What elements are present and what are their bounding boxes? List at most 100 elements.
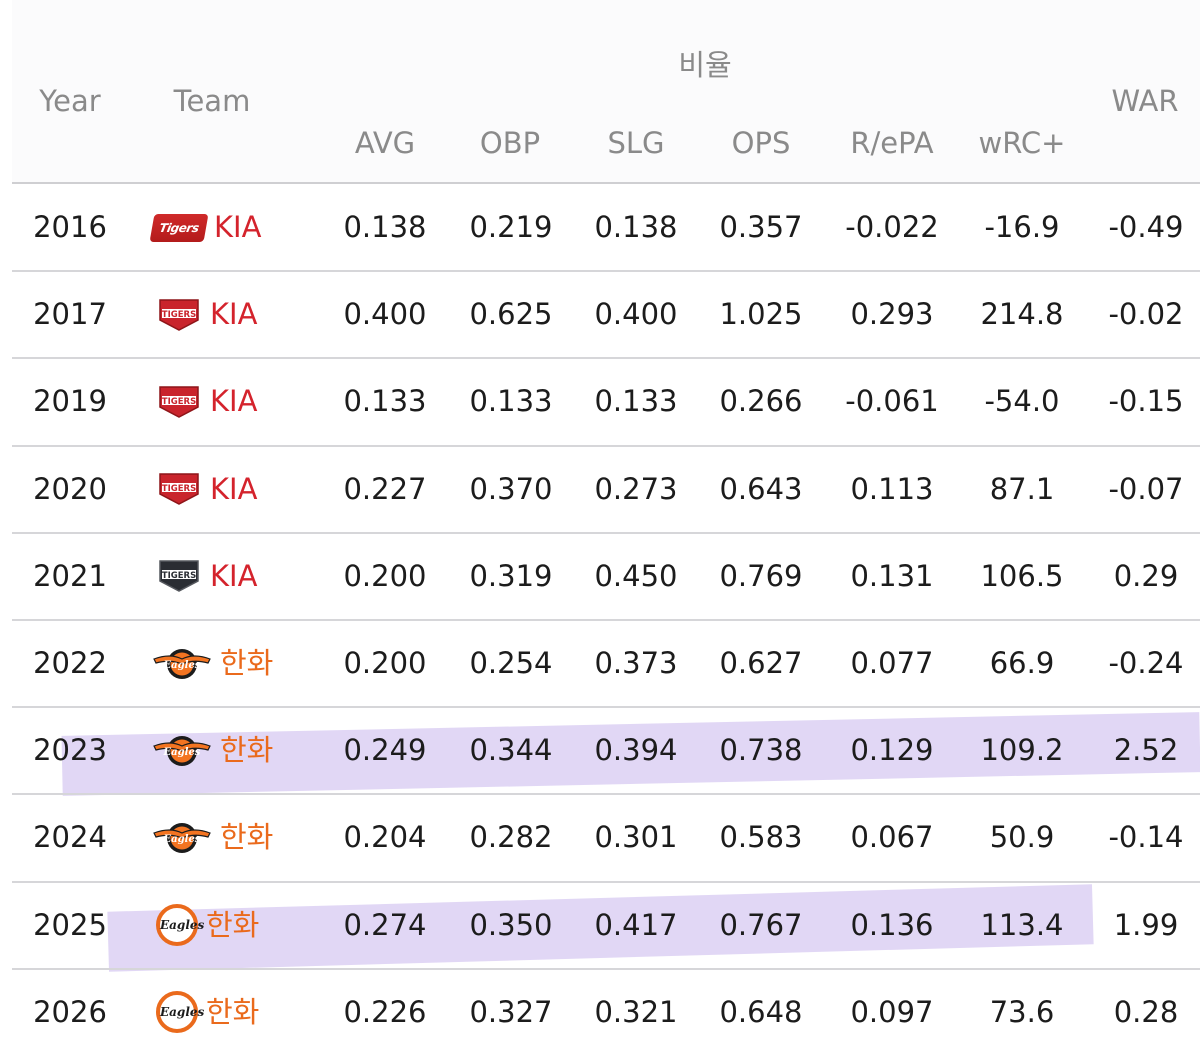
team-cell: Eagles 한화 — [156, 969, 259, 1056]
repa-cell: 0.293 — [850, 297, 934, 332]
header-avg: AVG — [354, 126, 416, 160]
war-cell: 2.52 — [1113, 733, 1179, 768]
wrc-cell: 87.1 — [989, 471, 1055, 506]
avg-cell: 0.227 — [343, 471, 427, 506]
war-cell: 1.99 — [1113, 907, 1179, 942]
table-header — [12, 0, 1200, 183]
ops-cell: 0.769 — [719, 558, 803, 593]
slg-cell: 0.138 — [594, 210, 678, 244]
avg-cell: 0.400 — [343, 297, 427, 332]
team-name: KIA — [210, 297, 258, 332]
row-divider — [12, 444, 1200, 447]
slg-cell: 0.450 — [594, 558, 678, 593]
row-divider — [12, 793, 1200, 796]
eagles-wing-icon: Eagles — [152, 647, 212, 681]
slg-cell: 0.321 — [594, 994, 678, 1029]
avg-cell: 0.200 — [343, 558, 427, 593]
avg-cell: 0.249 — [343, 733, 427, 768]
header-divider — [12, 182, 1200, 184]
ops-cell: 0.583 — [719, 820, 803, 855]
header-wrc: wRC+ — [978, 126, 1066, 160]
team-name: 한화 — [220, 733, 274, 768]
year-cell: 2025 — [33, 907, 107, 942]
obp-cell: 0.370 — [469, 471, 553, 506]
eagles-wing-icon: Eagles — [152, 821, 212, 855]
wrc-cell: 73.6 — [989, 994, 1055, 1029]
repa-cell: 0.136 — [850, 907, 934, 942]
war-cell: -0.49 — [1108, 210, 1184, 244]
table-row: 2022 Eagles 한화 0.200 0.254 0.373 0.627 0.077 66.… — [0, 620, 1200, 707]
header-obp: OBP — [479, 126, 541, 160]
obp-cell: 0.319 — [469, 558, 553, 593]
year-cell: 2020 — [33, 471, 107, 506]
svg-text:TIGERS: TIGERS — [162, 310, 196, 320]
obp-cell: 0.219 — [469, 210, 553, 244]
team-cell: Tigers KIA — [149, 184, 262, 271]
repa-cell: 0.131 — [850, 558, 934, 593]
header-ops: OPS — [731, 126, 791, 160]
row-divider — [12, 967, 1200, 970]
header-war: WAR — [1111, 84, 1179, 118]
war-cell: -0.15 — [1108, 384, 1184, 419]
slg-cell: 0.373 — [594, 646, 678, 680]
repa-cell: 0.067 — [850, 820, 934, 855]
repa-cell: -0.022 — [845, 210, 939, 244]
header-team: Team — [173, 84, 251, 118]
table-row: 2026 Eagles 한화 0.226 0.327 0.321 0.648 0.097 73.… — [0, 969, 1200, 1056]
row-divider — [12, 880, 1200, 883]
obp-cell: 0.350 — [469, 907, 553, 942]
table-row: 2023 Eagles 한화 0.249 0.344 0.394 0.738 0.129 109… — [0, 707, 1200, 794]
slg-cell: 0.273 — [594, 471, 678, 506]
eagles-circle-icon: Eagles — [156, 904, 204, 947]
war-cell: -0.14 — [1108, 820, 1184, 855]
header-group-ratio: 비율 — [678, 48, 732, 82]
ops-cell: 0.266 — [719, 384, 803, 419]
header-year: Year — [39, 84, 101, 118]
tigers-script-icon: Tigers — [149, 213, 209, 242]
team-cell: Eagles 한화 — [152, 707, 273, 794]
obp-cell: 0.344 — [469, 733, 553, 768]
ops-cell: 0.767 — [719, 907, 803, 942]
team-name: KIA — [210, 471, 258, 506]
ops-cell: 0.648 — [719, 994, 803, 1029]
wrc-cell: 50.9 — [989, 820, 1055, 855]
obp-cell: 0.282 — [469, 820, 553, 855]
team-cell: TIGERS KIA — [156, 533, 257, 620]
table-row: 2020 TIGERS KIA 0.227 0.370 0.273 0.643 0.113 87… — [0, 446, 1200, 533]
repa-cell: 0.097 — [850, 994, 934, 1029]
team-name: 한화 — [220, 646, 274, 680]
header-repa: R/ePA — [850, 126, 934, 160]
team-cell: TIGERS KIA — [156, 358, 257, 445]
repa-cell: 0.113 — [850, 471, 934, 506]
team-name: KIA — [210, 384, 258, 419]
team-name: KIA — [210, 558, 258, 593]
avg-cell: 0.138 — [343, 210, 427, 244]
slg-cell: 0.417 — [594, 907, 678, 942]
team-name: KIA — [214, 210, 262, 244]
wrc-cell: 109.2 — [980, 733, 1064, 768]
war-cell: 0.28 — [1113, 994, 1179, 1029]
war-cell: 0.29 — [1113, 558, 1179, 593]
team-cell: Eagles 한화 — [152, 794, 273, 881]
wrc-cell: 106.5 — [980, 558, 1064, 593]
svg-text:Eagles: Eagles — [163, 660, 201, 671]
row-divider — [12, 706, 1200, 709]
war-cell: -0.24 — [1108, 646, 1184, 680]
year-cell: 2021 — [33, 558, 107, 593]
ops-cell: 0.627 — [719, 646, 803, 680]
year-cell: 2026 — [33, 994, 107, 1029]
svg-text:Eagles: Eagles — [163, 834, 201, 845]
table-row: 2016 Tigers KIA 0.138 0.219 0.138 0.357 -0.022 -… — [0, 184, 1200, 271]
avg-cell: 0.204 — [343, 820, 427, 855]
ops-cell: 0.738 — [719, 733, 803, 768]
year-cell: 2024 — [33, 820, 107, 855]
war-cell: -0.07 — [1108, 471, 1184, 506]
year-cell: 2016 — [33, 210, 107, 244]
obp-cell: 0.625 — [469, 297, 553, 332]
tigers-shield-icon: TIGERS — [156, 385, 202, 419]
slg-cell: 0.400 — [594, 297, 678, 332]
obp-cell: 0.327 — [469, 994, 553, 1029]
row-divider — [12, 531, 1200, 534]
year-cell: 2017 — [33, 297, 107, 332]
